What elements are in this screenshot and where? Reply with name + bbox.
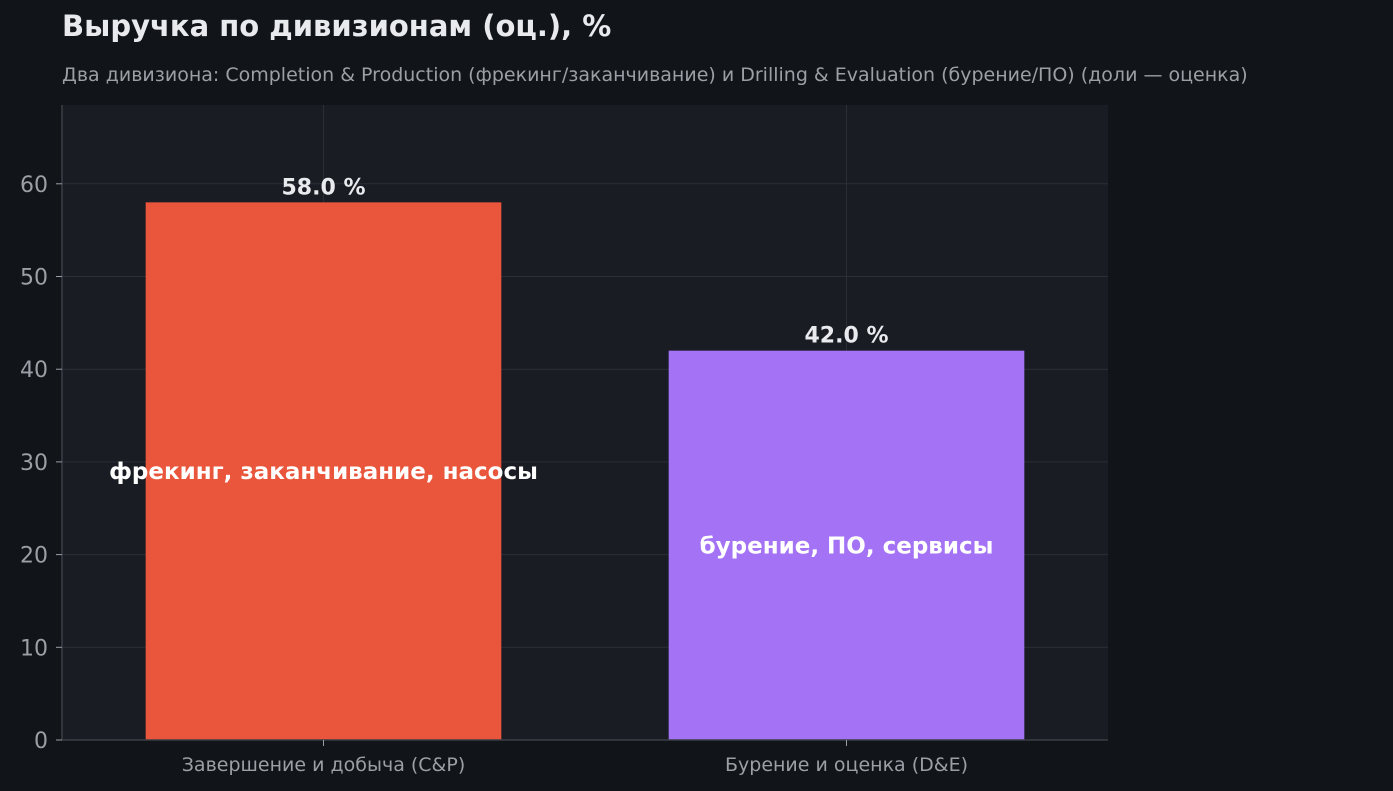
y-tick-label: 0 (34, 729, 48, 754)
y-tick-label: 40 (20, 358, 48, 383)
bar (668, 350, 1025, 740)
x-tick-label: Бурение и оценка (D&E) (725, 754, 968, 776)
bar-inner-label: фрекинг, заканчивание, насосы (109, 459, 538, 485)
chart-title: Выручка по дивизионам (оц.), % (62, 9, 612, 43)
chart-subtitle: Два дивизиона: Completion & Production (… (62, 64, 1248, 86)
data-label: 58.0 % (282, 175, 366, 200)
x-tick-label: Завершение и добыча (C&P) (182, 754, 466, 776)
y-tick-label: 10 (20, 636, 48, 661)
y-tick-label: 60 (20, 173, 48, 198)
bar-inner-label: бурение, ПО, сервисы (700, 533, 994, 559)
y-tick-label: 50 (20, 265, 48, 290)
data-label: 42.0 % (805, 324, 889, 349)
bar (145, 202, 502, 741)
y-tick-label: 30 (20, 451, 48, 476)
y-tick-label: 20 (20, 544, 48, 569)
